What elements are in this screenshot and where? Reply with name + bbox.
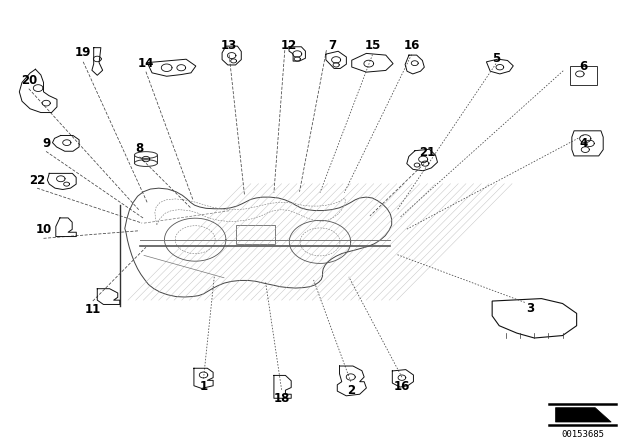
Text: 19: 19 [75,46,92,60]
Text: 22: 22 [29,173,45,187]
Text: 11: 11 [84,302,101,316]
Bar [236,225,275,244]
Text: 18: 18 [273,392,290,405]
Text: 16: 16 [403,39,420,52]
Text: 21: 21 [419,146,436,159]
Text: 13: 13 [221,39,237,52]
Text: 1: 1 [200,379,207,393]
Text: 16: 16 [394,379,410,393]
Text: 7: 7 [329,39,337,52]
Polygon shape [556,408,611,422]
Text: 15: 15 [364,39,381,52]
Text: 00153685: 00153685 [561,430,604,439]
Bar [570,66,597,85]
Text: 14: 14 [138,57,154,70]
Text: 5: 5 [492,52,500,65]
Text: 8: 8 [136,142,143,155]
Text: 6: 6 [580,60,588,73]
Text: 12: 12 [281,39,298,52]
Text: 3: 3 [526,302,534,315]
Text: 10: 10 [35,223,52,236]
Text: 9: 9 [42,137,50,150]
Text: 4: 4 [580,137,588,150]
Text: 20: 20 [20,74,37,87]
Text: 2: 2 [347,384,355,397]
